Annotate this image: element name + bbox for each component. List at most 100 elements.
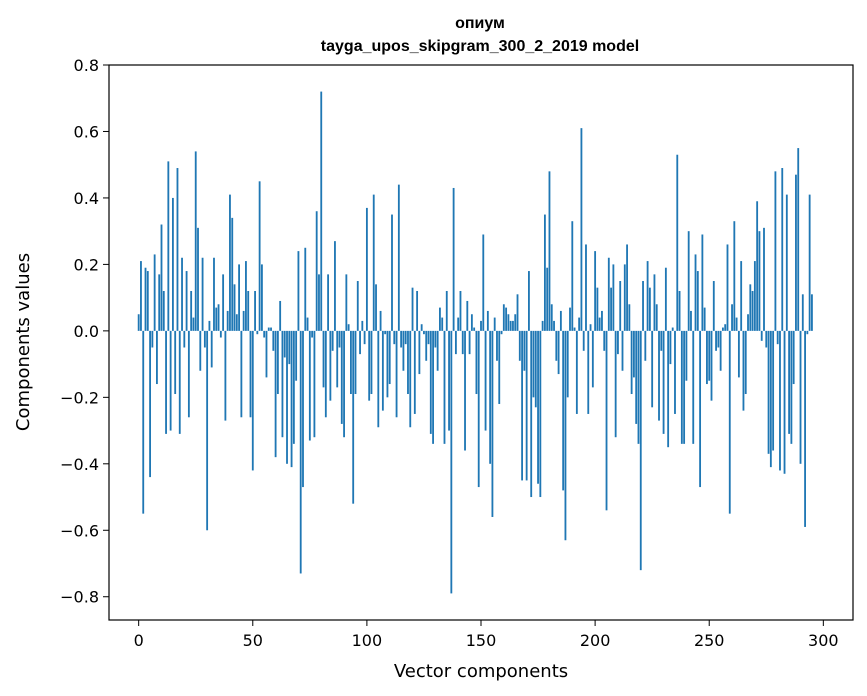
y-tick-label: 0.6 (74, 122, 99, 141)
bar-155 (491, 330, 494, 517)
bar-167 (518, 330, 521, 361)
bar-133 (441, 317, 444, 331)
bar-166 (516, 294, 519, 331)
bar-161 (505, 307, 508, 331)
bar-30 (206, 330, 209, 531)
bar-182 (553, 320, 555, 331)
bar-270 (753, 261, 756, 331)
bar-11 (162, 290, 165, 331)
bar-54 (261, 264, 263, 331)
bar-295 (811, 294, 813, 331)
bar-106 (379, 310, 382, 331)
bar-44 (238, 264, 240, 331)
bar-148 (475, 330, 478, 395)
bar-90 (343, 330, 345, 438)
bar-35 (217, 304, 220, 331)
bar-282 (781, 168, 784, 331)
bar-281 (779, 330, 781, 471)
bar-34 (215, 307, 218, 331)
bar-262 (735, 317, 738, 331)
bar-213 (623, 264, 626, 331)
bar-210 (617, 330, 619, 355)
bar-219 (637, 330, 640, 444)
x-axis-ticks: 0 50 100 150 200 250 300 (134, 620, 839, 650)
bar-218 (635, 330, 638, 424)
bar-31 (208, 320, 211, 331)
bar-242 (690, 310, 692, 331)
bar-151 (482, 234, 485, 331)
bar-185 (559, 310, 562, 331)
x-tick-label: 250 (694, 631, 725, 650)
bar-14 (169, 330, 172, 431)
bar-199 (591, 330, 594, 388)
bar-177 (541, 320, 544, 331)
y-tick-label: −0.2 (60, 388, 99, 407)
bar-221 (642, 281, 644, 331)
bar-95 (354, 330, 357, 395)
bar-65 (286, 330, 288, 464)
y-tick-label: −0.8 (60, 588, 99, 607)
bar-117 (404, 330, 407, 345)
plot-frame (108, 64, 854, 621)
bar-21 (185, 271, 188, 331)
bar-48 (247, 290, 250, 331)
bar-143 (464, 330, 466, 451)
bar-195 (582, 330, 585, 351)
bar-110 (388, 330, 391, 385)
bar-68 (292, 330, 295, 444)
bar-184 (557, 330, 560, 375)
bar-279 (774, 171, 777, 331)
bar-233 (669, 330, 672, 365)
bar-168 (521, 330, 523, 481)
bar-228 (658, 330, 660, 421)
bar-101 (368, 330, 371, 401)
bar-208 (612, 264, 615, 331)
x-tick-label: 50 (243, 631, 263, 650)
bar-157 (496, 330, 498, 361)
x-axis-label: Vector components (394, 661, 568, 682)
bar-116 (402, 330, 405, 371)
bar-3 (144, 267, 147, 331)
bar-132 (439, 307, 441, 331)
bar-174 (534, 330, 537, 408)
bar-121 (413, 330, 416, 414)
bar-190 (571, 221, 574, 331)
bar-198 (589, 324, 592, 331)
bar-243 (692, 330, 695, 444)
bar-63 (281, 330, 284, 438)
bar-216 (630, 330, 633, 395)
bar-276 (767, 330, 770, 454)
bar-4 (146, 271, 149, 331)
bar-8 (156, 330, 158, 385)
bar-264 (740, 261, 743, 331)
bar-158 (498, 330, 501, 404)
bar-125 (423, 330, 425, 335)
bar-7 (153, 254, 156, 331)
bar-171 (528, 271, 530, 331)
bar-96 (356, 281, 359, 331)
bar-71 (299, 330, 302, 574)
bar-226 (653, 274, 656, 331)
bar-136 (448, 330, 450, 431)
bar-178 (543, 214, 546, 331)
bar-82 (324, 330, 327, 418)
bar-89 (340, 330, 343, 424)
bar-46 (242, 310, 245, 331)
bar-114 (397, 184, 400, 331)
bar-102 (370, 330, 373, 395)
bar-223 (646, 261, 649, 331)
bar-189 (569, 307, 571, 331)
bar-103 (372, 194, 375, 331)
bar-289 (797, 148, 800, 331)
y-tick-label: 0.4 (74, 189, 99, 208)
bar-164 (512, 320, 514, 331)
bar-290 (799, 330, 802, 464)
bar-98 (361, 320, 364, 331)
bar-291 (801, 294, 804, 331)
bar-253 (715, 330, 717, 351)
bar-45 (240, 330, 243, 418)
bar-236 (676, 154, 679, 331)
bar-183 (555, 330, 558, 361)
bar-24 (192, 317, 195, 331)
bar-20 (183, 330, 186, 348)
